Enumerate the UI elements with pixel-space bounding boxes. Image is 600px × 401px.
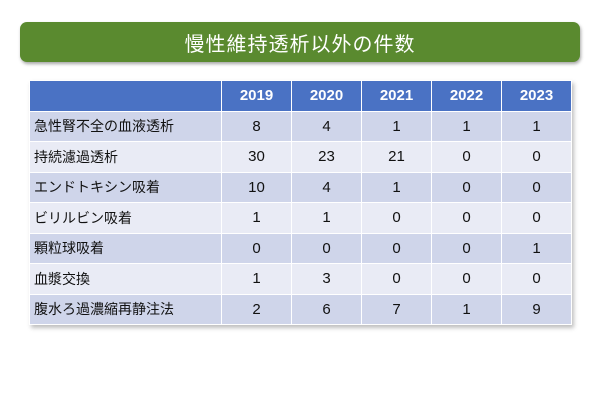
row-label: 顆粒球吸着: [29, 232, 222, 264]
table-cell: 0: [501, 141, 572, 173]
table-cell: 23: [291, 141, 362, 173]
table-row: エンドトキシン吸着 10 4 1 0 0: [29, 171, 572, 203]
row-label: 急性腎不全の血液透析: [29, 110, 222, 142]
table-cell: 1: [431, 293, 502, 325]
table-cell: 4: [291, 171, 362, 203]
table-cell: 1: [501, 110, 572, 142]
table-cell: 1: [221, 263, 292, 295]
table-cell: 0: [221, 232, 292, 264]
table-row: 血漿交換 1 3 0 0 0: [29, 263, 572, 295]
table-cell: 3: [291, 263, 362, 295]
table-row: 腹水ろ過濃縮再静注法 2 6 7 1 9: [29, 293, 572, 325]
page-title: 慢性維持透析以外の件数: [20, 22, 580, 62]
table-cell: 0: [431, 202, 502, 234]
row-label: エンドトキシン吸着: [29, 171, 222, 203]
header-row: 2019 2020 2021 2022 2023: [29, 80, 572, 112]
table-cell: 0: [431, 232, 502, 264]
data-table: 2019 2020 2021 2022 2023 急性腎不全の血液透析 8 4 …: [29, 80, 572, 325]
year-header: 2021: [361, 80, 432, 112]
table-cell: 1: [291, 202, 362, 234]
table-row: ビリルビン吸着 1 1 0 0 0: [29, 202, 572, 234]
table-cell: 0: [501, 202, 572, 234]
table-cell: 1: [361, 110, 432, 142]
table-cell: 0: [501, 171, 572, 203]
row-label: 血漿交換: [29, 263, 222, 295]
table-cell: 0: [361, 232, 432, 264]
table-cell: 1: [431, 110, 502, 142]
table-cell: 30: [221, 141, 292, 173]
row-label: ビリルビン吸着: [29, 202, 222, 234]
year-header: 2020: [291, 80, 362, 112]
table-cell: 4: [291, 110, 362, 142]
table-cell: 0: [431, 141, 502, 173]
year-header: 2023: [501, 80, 572, 112]
table-row: 持続濾過透析 30 23 21 0 0: [29, 141, 572, 173]
table-row: 顆粒球吸着 0 0 0 0 1: [29, 232, 572, 264]
table-cell: 21: [361, 141, 432, 173]
table-cell: 0: [431, 171, 502, 203]
header-corner: [29, 80, 222, 112]
table-cell: 0: [501, 263, 572, 295]
year-header: 2019: [221, 80, 292, 112]
table-cell: 6: [291, 293, 362, 325]
table-cell: 0: [291, 232, 362, 264]
table-cell: 10: [221, 171, 292, 203]
table-cell: 1: [501, 232, 572, 264]
table-cell: 0: [361, 202, 432, 234]
row-label: 持続濾過透析: [29, 141, 222, 173]
year-header: 2022: [431, 80, 502, 112]
table-cell: 1: [221, 202, 292, 234]
table-cell: 9: [501, 293, 572, 325]
table-cell: 0: [431, 263, 502, 295]
table-cell: 0: [361, 263, 432, 295]
table-cell: 7: [361, 293, 432, 325]
row-label: 腹水ろ過濃縮再静注法: [29, 293, 222, 325]
table-cell: 8: [221, 110, 292, 142]
table-row: 急性腎不全の血液透析 8 4 1 1 1: [29, 110, 572, 142]
table-cell: 2: [221, 293, 292, 325]
table-cell: 1: [361, 171, 432, 203]
